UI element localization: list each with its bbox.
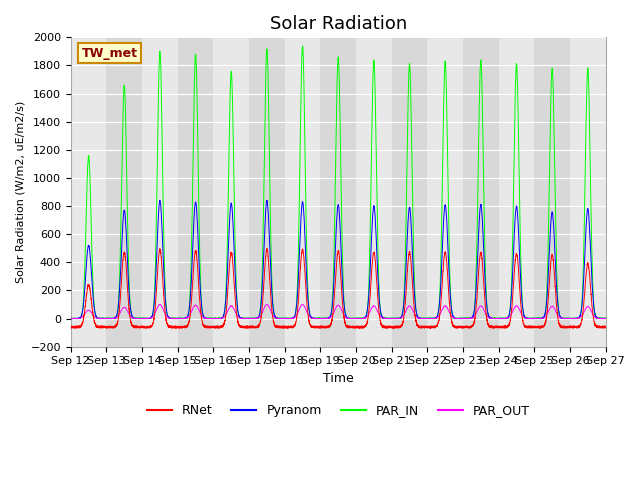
Bar <box>285 37 321 347</box>
Bar <box>499 37 534 347</box>
X-axis label: Time: Time <box>323 372 353 385</box>
Bar <box>534 37 570 347</box>
Bar <box>178 37 213 347</box>
Bar <box>463 37 499 347</box>
Legend: RNet, Pyranom, PAR_IN, PAR_OUT: RNet, Pyranom, PAR_IN, PAR_OUT <box>142 399 534 422</box>
Bar <box>213 37 249 347</box>
Bar <box>570 37 605 347</box>
Bar <box>321 37 356 347</box>
Bar <box>106 37 142 347</box>
Bar <box>428 37 463 347</box>
Text: TW_met: TW_met <box>81 47 138 60</box>
Title: Solar Radiation: Solar Radiation <box>269 15 407 33</box>
Bar <box>71 37 106 347</box>
Bar <box>142 37 178 347</box>
Y-axis label: Solar Radiation (W/m2, uE/m2/s): Solar Radiation (W/m2, uE/m2/s) <box>15 101 25 283</box>
Bar <box>249 37 285 347</box>
Bar <box>392 37 428 347</box>
Bar <box>356 37 392 347</box>
